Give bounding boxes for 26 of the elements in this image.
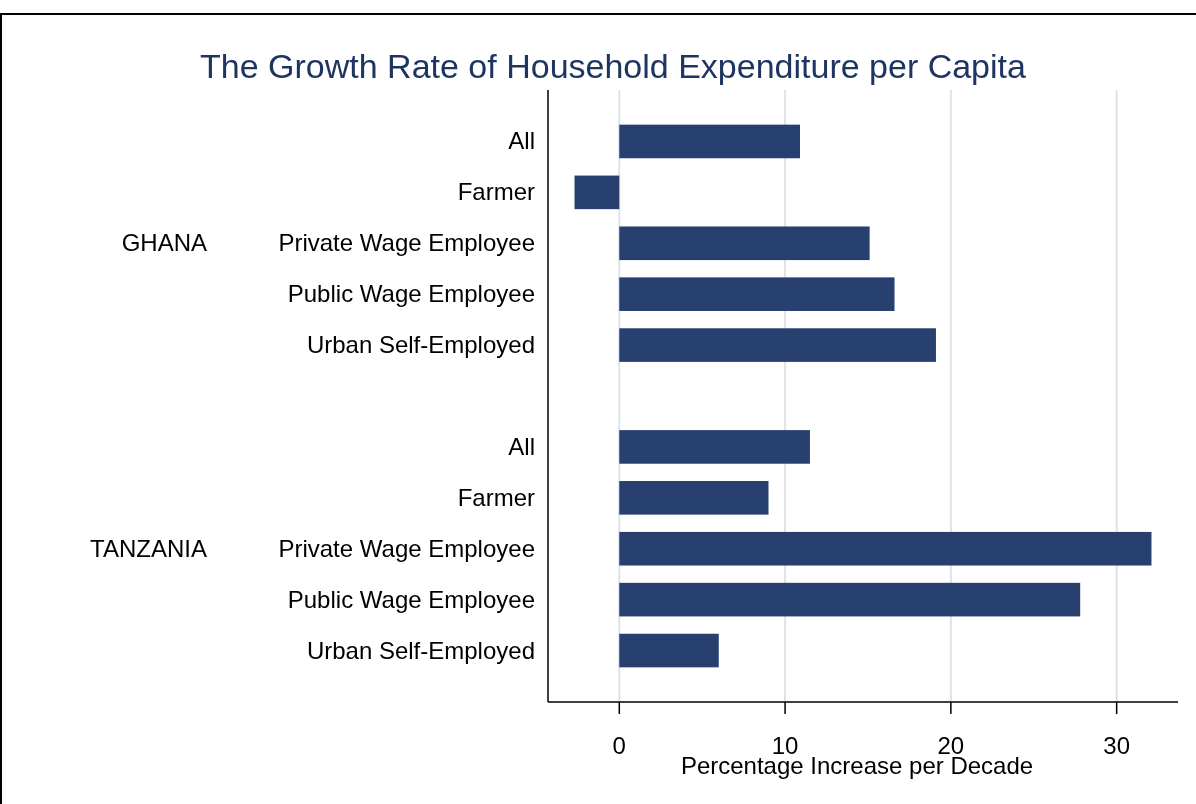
x-tick-label: 0: [612, 732, 626, 759]
y-tick-label: All: [508, 127, 535, 155]
bar: [619, 277, 895, 311]
bar: [619, 430, 810, 464]
y-tick-label: Public Wage Employee: [287, 280, 535, 308]
chart-title: The Growth Rate of Household Expenditure per Capita: [200, 47, 1027, 85]
bar: [619, 531, 1152, 566]
y-tick-label: Farmer: [457, 483, 535, 511]
y-tick-label: Urban Self-Employed: [306, 636, 535, 664]
y-tick-label: All: [508, 432, 535, 460]
bar: [619, 633, 719, 668]
bar: [619, 124, 800, 159]
y-tick-label: Urban Self-Employed: [306, 331, 535, 359]
bar: [619, 481, 769, 515]
y-tick-label: Private Wage Employee: [278, 229, 535, 257]
bar: [619, 328, 936, 362]
text: TANZANIA: [90, 534, 207, 562]
y-tick-label: Public Wage Employee: [287, 585, 535, 613]
bar: [619, 582, 1081, 617]
y-tick-label: Farmer: [457, 178, 535, 206]
text: GHANA: [121, 229, 207, 257]
bar: [574, 175, 620, 210]
x-tick-label: 30: [1103, 732, 1131, 759]
y-tick-label: Private Wage Employee: [278, 534, 535, 562]
x-tick-label: 10: [771, 732, 799, 759]
bar: [619, 226, 870, 261]
